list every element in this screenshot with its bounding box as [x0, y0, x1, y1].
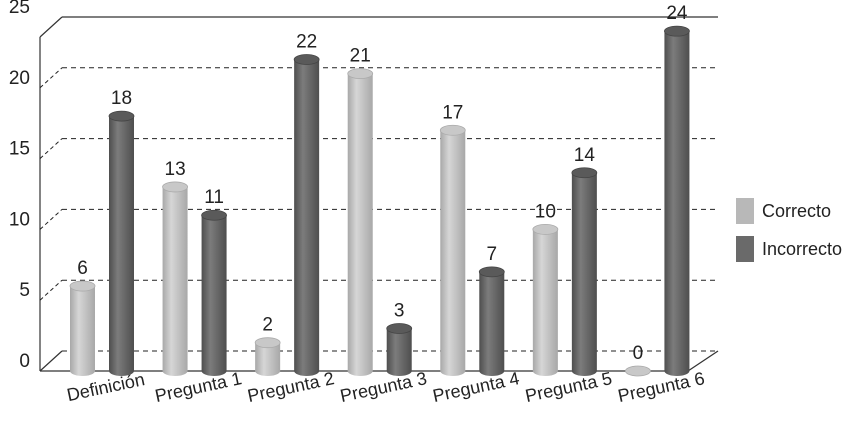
bar-incorrecto — [479, 271, 505, 371]
data-label-correcto: 10 — [535, 201, 556, 222]
data-label-correcto: 0 — [633, 343, 644, 364]
gridline-side — [39, 67, 63, 89]
bar-incorrecto — [664, 31, 690, 371]
data-label-correcto: 6 — [77, 258, 88, 279]
data-label-correcto: 21 — [350, 46, 371, 67]
floor-right-edge — [687, 350, 719, 372]
data-label-incorrecto: 18 — [111, 88, 132, 109]
bar-base-incorrecto — [201, 366, 227, 376]
y-tick-label: 25 — [9, 0, 30, 18]
bar-top-correcto — [439, 124, 466, 136]
bar-incorrecto — [294, 59, 320, 371]
legend-item-correcto: Correcto — [736, 192, 842, 230]
bar-top-incorrecto — [664, 25, 690, 37]
bar-top-incorrecto — [293, 54, 320, 65]
data-label-incorrecto: 11 — [204, 187, 224, 208]
legend-label-incorrecto: Incorrecto — [762, 238, 843, 259]
legend-swatch-incorrecto — [736, 236, 754, 262]
data-label-incorrecto: 22 — [296, 31, 317, 52]
bar-base-correcto — [440, 366, 466, 376]
data-label-correcto: 2 — [262, 315, 273, 336]
bar-incorrecto — [201, 215, 227, 371]
data-label-incorrecto: 24 — [666, 3, 688, 24]
legend-item-incorrecto: Incorrecto — [736, 230, 842, 268]
legend: Correcto Incorrecto — [736, 192, 842, 268]
bar-top-correcto — [69, 280, 96, 292]
data-label-incorrecto: 7 — [486, 244, 497, 265]
bar-top-incorrecto — [478, 266, 505, 278]
y-tick-label: 15 — [9, 139, 30, 160]
y-tick-label: 5 — [19, 280, 30, 301]
y-tick-label: 10 — [9, 209, 30, 230]
bar-base-incorrecto — [386, 366, 412, 376]
data-label-correcto: 13 — [165, 159, 186, 180]
bar-base-correcto — [255, 366, 281, 376]
bar-correcto — [440, 130, 466, 371]
gridline-side — [39, 279, 63, 301]
bar-correcto — [532, 229, 558, 371]
bar-incorrecto — [386, 328, 412, 371]
bar-top-correcto — [532, 223, 559, 235]
gridline-side — [39, 209, 63, 230]
bar-incorrecto — [109, 116, 134, 372]
wall-top-left-edge — [39, 16, 63, 38]
data-label-correcto: 17 — [442, 102, 463, 123]
bar-base-incorrecto — [294, 366, 320, 376]
bar-correcto — [70, 286, 95, 371]
bar-correcto — [162, 186, 188, 371]
legend-swatch-correcto — [736, 198, 754, 224]
bar-base-correcto — [70, 366, 95, 376]
bar-top-correcto — [347, 68, 374, 80]
bar-incorrecto — [571, 172, 597, 371]
bar-top-correcto — [254, 337, 281, 349]
data-label-incorrecto: 3 — [394, 301, 405, 322]
bar-base-correcto — [532, 366, 558, 376]
data-label-incorrecto: 14 — [574, 145, 596, 166]
bar-top-incorrecto — [201, 209, 227, 221]
bar-top-incorrecto — [386, 323, 413, 334]
bar-top-correcto — [162, 181, 188, 193]
bar-base-incorrecto — [479, 366, 505, 376]
bar-top-correcto — [625, 365, 651, 377]
bar-top-incorrecto — [571, 167, 598, 179]
y-tick-label: 0 — [19, 351, 30, 372]
bar-base-incorrecto — [109, 366, 134, 376]
legend-label-correcto: Correcto — [762, 200, 832, 221]
floor-left-edge — [39, 350, 63, 372]
bar-base-correcto — [347, 366, 373, 376]
y-tick-label: 20 — [9, 68, 30, 89]
bar-base-incorrecto — [571, 366, 597, 376]
bar-top-incorrecto — [108, 110, 135, 122]
gridline-side — [39, 138, 63, 159]
bar-base-correcto — [162, 366, 188, 376]
bar-correcto — [347, 73, 373, 371]
bar-base-incorrecto — [664, 366, 690, 376]
